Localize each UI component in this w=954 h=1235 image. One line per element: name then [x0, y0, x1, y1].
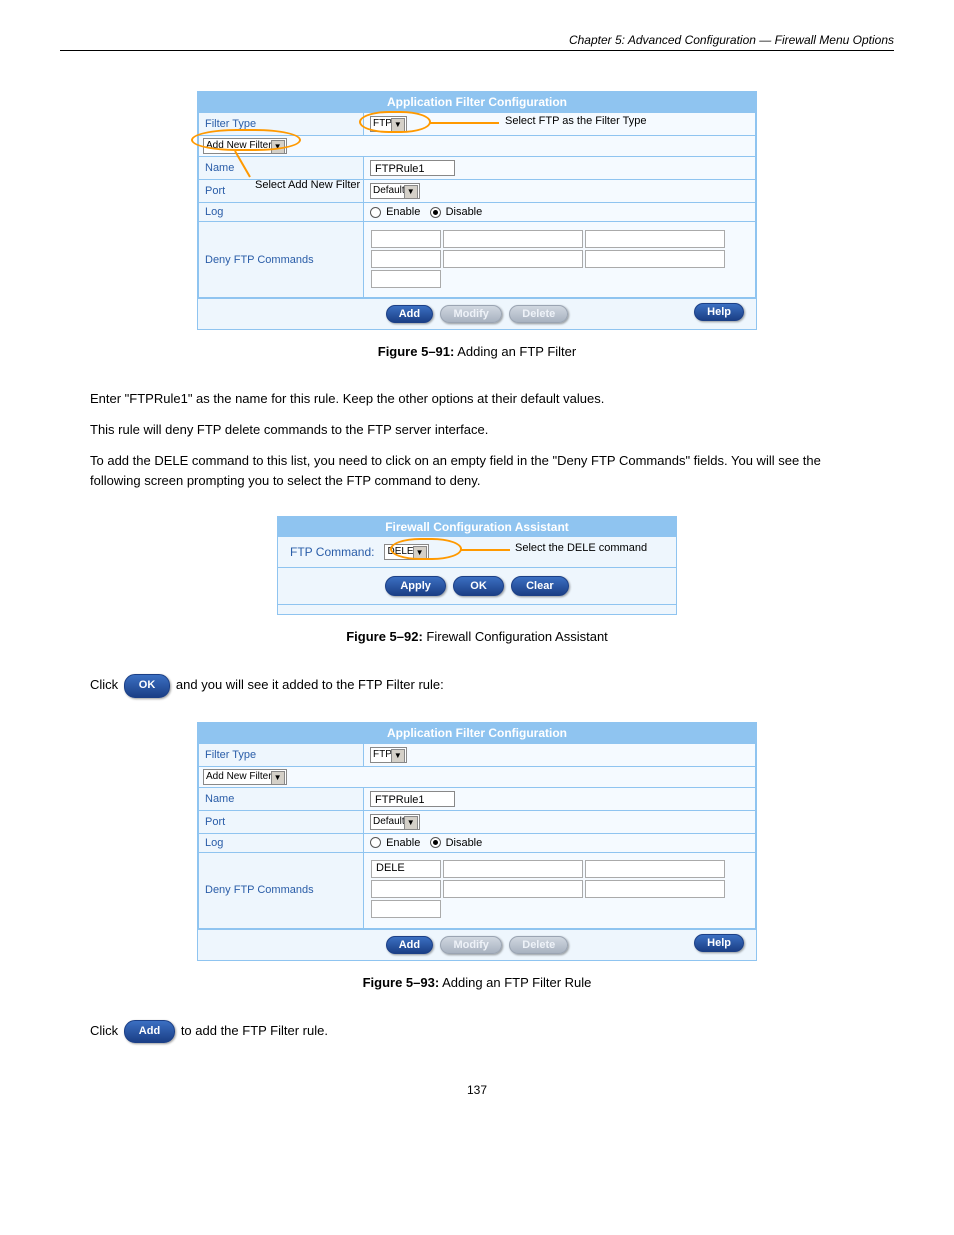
- deny-cmds-grid: [370, 229, 726, 289]
- text2-prefix: Click: [90, 677, 118, 692]
- ftp-command-select[interactable]: DELE: [384, 544, 428, 560]
- log-enable-radio[interactable]: [370, 207, 381, 218]
- cmd-cell[interactable]: DELE: [371, 860, 441, 878]
- deny-cmds-label: Deny FTP Commands: [199, 852, 364, 928]
- modify-button[interactable]: Modify: [440, 305, 501, 323]
- delete-button[interactable]: Delete: [509, 936, 568, 954]
- help-button[interactable]: Help: [694, 303, 744, 321]
- deny-cmds-label: Deny FTP Commands: [199, 222, 364, 298]
- cmd-cell[interactable]: [443, 250, 583, 268]
- name-label: Name: [199, 157, 364, 180]
- body-text-2: Click OK and you will see it added to th…: [90, 674, 864, 698]
- fig1-caption-no: Figure 5–91:: [378, 344, 455, 359]
- log-enable-radio[interactable]: [370, 837, 381, 848]
- add-button-inline[interactable]: Add: [124, 1020, 175, 1044]
- fig2-caption-no: Figure 5–92:: [346, 629, 423, 644]
- page-header: Chapter 5: Advanced Configuration — Fire…: [569, 33, 894, 47]
- modify-button[interactable]: Modify: [440, 936, 501, 954]
- cmd-cell[interactable]: [585, 250, 725, 268]
- cmd-cell[interactable]: [443, 860, 583, 878]
- panel-title: Application Filter Configuration: [198, 723, 756, 743]
- log-disable-radio[interactable]: [430, 207, 441, 218]
- fig1-caption: Adding an FTP Filter: [457, 344, 576, 359]
- cmd-cell[interactable]: [371, 880, 441, 898]
- firewall-assistant-panel: Firewall Configuration Assistant FTP Com…: [277, 516, 677, 615]
- help-button[interactable]: Help: [694, 934, 744, 952]
- log-enable-text: Enable: [386, 206, 420, 218]
- panel-title: Application Filter Configuration: [198, 92, 756, 112]
- log-disable-radio[interactable]: [430, 837, 441, 848]
- ok-button[interactable]: OK: [453, 576, 504, 596]
- cmd-cell[interactable]: [371, 270, 441, 288]
- ok-button-inline[interactable]: OK: [124, 674, 171, 698]
- name-input[interactable]: FTPRule1: [370, 160, 455, 176]
- cmd-cell[interactable]: [585, 880, 725, 898]
- log-label: Log: [199, 833, 364, 852]
- port-label: Port: [199, 810, 364, 833]
- name-input[interactable]: FTPRule1: [370, 791, 455, 807]
- filter-type-select[interactable]: FTP: [370, 747, 407, 763]
- add-new-filter-select[interactable]: Add New Filter: [203, 138, 287, 154]
- deny-cmds-grid: DELE: [370, 859, 726, 919]
- text3-prefix: Click: [90, 1023, 118, 1038]
- fig3-caption-no: Figure 5–93:: [363, 975, 440, 990]
- port-label: Port: [199, 180, 364, 203]
- filter-type-label: Filter Type: [199, 743, 364, 766]
- delete-button[interactable]: Delete: [509, 305, 568, 323]
- add-new-filter-select[interactable]: Add New Filter: [203, 769, 287, 785]
- port-select[interactable]: Default: [370, 814, 420, 830]
- port-select[interactable]: Default: [370, 183, 420, 199]
- filter-type-select[interactable]: FTP: [370, 116, 407, 132]
- cmd-cell[interactable]: [371, 250, 441, 268]
- app-filter-panel-2: Application Filter Configuration Filter …: [197, 722, 757, 961]
- fig2-caption: Firewall Configuration Assistant: [426, 629, 607, 644]
- log-disable-text: Disable: [446, 837, 483, 849]
- add-button[interactable]: Add: [386, 936, 433, 954]
- log-enable-text: Enable: [386, 837, 420, 849]
- page-number: 137: [60, 1083, 894, 1097]
- clear-button[interactable]: Clear: [511, 576, 569, 596]
- cmd-cell[interactable]: [585, 860, 725, 878]
- log-disable-text: Disable: [446, 206, 483, 218]
- body-text-3: Click Add to add the FTP Filter rule.: [90, 1020, 864, 1044]
- body-text-1: Enter "FTPRule1" as the name for this ru…: [90, 389, 864, 492]
- log-label: Log: [199, 203, 364, 222]
- text2-suffix: and you will see it added to the FTP Fil…: [176, 677, 444, 692]
- cmd-cell[interactable]: [443, 880, 583, 898]
- fig3-caption: Adding an FTP Filter Rule: [442, 975, 591, 990]
- app-filter-panel-1: Application Filter Configuration Filter …: [197, 91, 757, 330]
- text3-suffix: to add the FTP Filter rule.: [181, 1023, 328, 1038]
- panel-title: Firewall Configuration Assistant: [278, 517, 676, 537]
- cmd-cell[interactable]: [371, 230, 441, 248]
- name-label: Name: [199, 787, 364, 810]
- cmd-cell[interactable]: [371, 900, 441, 918]
- cmd-cell[interactable]: [443, 230, 583, 248]
- cmd-cell[interactable]: [585, 230, 725, 248]
- apply-button[interactable]: Apply: [385, 576, 446, 596]
- ftp-command-label: FTP Command:: [284, 541, 380, 563]
- filter-type-label: Filter Type: [199, 113, 364, 136]
- add-button[interactable]: Add: [386, 305, 433, 323]
